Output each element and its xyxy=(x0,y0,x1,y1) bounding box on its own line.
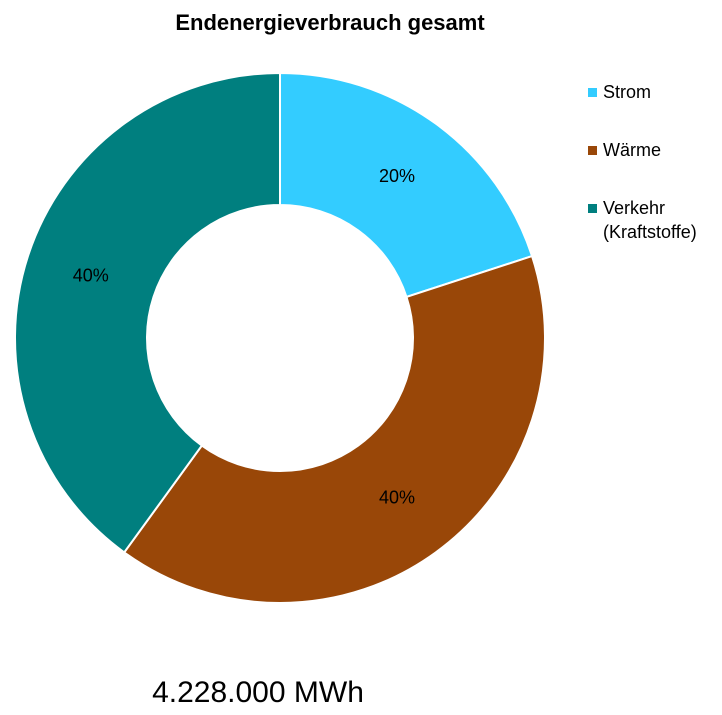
data-label: 40% xyxy=(379,488,415,508)
donut-segment xyxy=(14,71,281,554)
data-label: 40% xyxy=(73,265,109,285)
legend-item: Wärme xyxy=(588,138,722,162)
legend-label: Strom xyxy=(603,82,652,102)
legend-swatch xyxy=(588,204,597,213)
total-annotation: 4.228.000 MWh xyxy=(152,676,364,709)
data-label: 20% xyxy=(379,166,415,186)
legend-swatch xyxy=(588,88,597,97)
legend-item: Strom xyxy=(588,80,722,104)
donut-segment xyxy=(122,254,546,604)
legend-label: Verkehr (Kraftstoffe) xyxy=(603,198,697,242)
legend-swatch xyxy=(588,146,597,155)
legend-label: Wärme xyxy=(603,140,661,160)
legend-item: Verkehr (Kraftstoffe) xyxy=(588,196,722,244)
legend: Strom Wärme Verkehr (Kraftstoffe) xyxy=(588,80,722,278)
chart-title: Endenergieverbrauch gesamt xyxy=(175,10,485,35)
donut-segment xyxy=(279,71,534,299)
